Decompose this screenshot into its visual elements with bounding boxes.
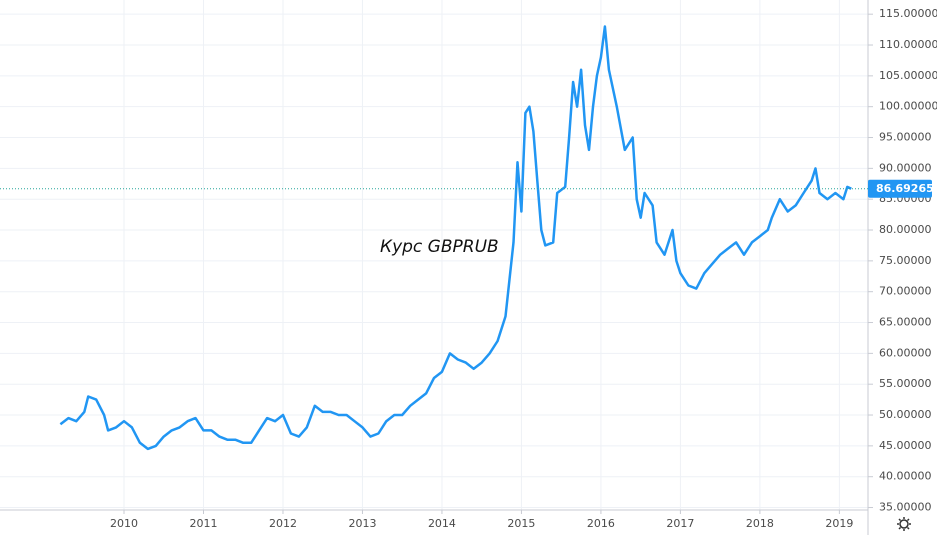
y-tick-label: 105.00000 bbox=[879, 69, 937, 82]
y-tick-label: 75.00000 bbox=[879, 254, 932, 267]
chart-title: Курс GBPRUB bbox=[380, 237, 499, 257]
x-tick-label: 2010 bbox=[110, 517, 138, 530]
y-tick-label: 40.00000 bbox=[879, 470, 932, 483]
y-tick-label: 35.00000 bbox=[879, 501, 932, 514]
current-price-box bbox=[868, 179, 932, 198]
x-tick-label: 2016 bbox=[587, 517, 615, 530]
x-tick-label: 2012 bbox=[269, 517, 297, 530]
x-tick-label: 2015 bbox=[507, 517, 535, 530]
x-tick-label: 2014 bbox=[428, 517, 456, 530]
x-tick-label: 2011 bbox=[189, 517, 217, 530]
y-tick-label: 55.00000 bbox=[879, 377, 932, 390]
y-tick-label: 45.00000 bbox=[879, 439, 932, 452]
y-tick-label: 110.00000 bbox=[879, 38, 937, 51]
y-tick-label: 70.00000 bbox=[879, 285, 932, 298]
y-tick-label: 95.00000 bbox=[879, 131, 932, 144]
y-tick-label: 50.00000 bbox=[879, 408, 932, 421]
settings-icon[interactable] bbox=[897, 517, 911, 531]
y-tick-label: 60.00000 bbox=[879, 346, 932, 359]
y-tick-label: 100.00000 bbox=[879, 100, 937, 113]
x-tick-label: 2013 bbox=[348, 517, 376, 530]
y-tick-label: 65.00000 bbox=[879, 316, 932, 329]
y-tick-label: 90.00000 bbox=[879, 161, 932, 174]
line-series bbox=[59, 25, 852, 451]
x-tick-label: 2019 bbox=[825, 517, 853, 530]
x-tick-label: 2018 bbox=[746, 517, 774, 530]
current-price-label: 86.69265 bbox=[876, 182, 934, 195]
x-tick-label: 2017 bbox=[666, 517, 694, 530]
y-tick-label: 80.00000 bbox=[879, 223, 932, 236]
y-tick-label: 115.00000 bbox=[879, 7, 937, 20]
